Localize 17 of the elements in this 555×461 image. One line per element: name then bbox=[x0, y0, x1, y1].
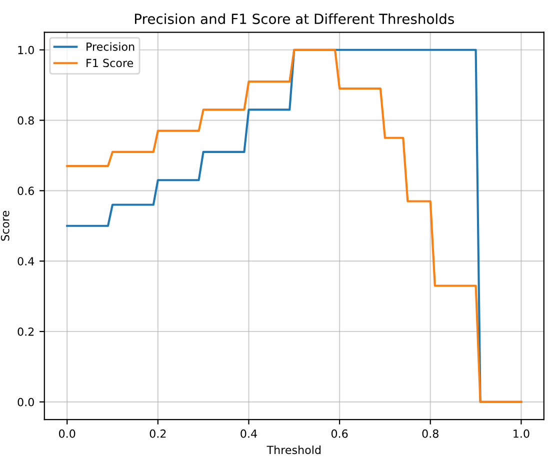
chart-title: Precision and F1 Score at Different Thresholds bbox=[135, 13, 454, 24]
x-tick-label: 0.6 bbox=[331, 429, 348, 438]
y-tick-label: 0.2 bbox=[18, 327, 34, 336]
y-tick-label: 0.0 bbox=[18, 398, 34, 406]
x-tick-label: 0.2 bbox=[150, 429, 166, 438]
y-tick-label: 1.0 bbox=[18, 46, 34, 54]
x-tick-label: 0.4 bbox=[240, 429, 257, 438]
y-tick-label: 0.6 bbox=[18, 186, 34, 196]
y-axis-title: Score bbox=[0, 210, 10, 241]
x-tick-label: 0.8 bbox=[422, 429, 438, 438]
x-tick-label: 0.0 bbox=[59, 429, 76, 438]
legend-label: Precision bbox=[86, 42, 134, 51]
x-axis-title: Threshold bbox=[266, 446, 321, 454]
x-tick-label: 1.0 bbox=[514, 429, 530, 438]
y-tick-label: 0.4 bbox=[18, 257, 34, 266]
legend-label: F1 Score bbox=[86, 58, 134, 68]
y-tick-label: 0.8 bbox=[18, 116, 34, 125]
